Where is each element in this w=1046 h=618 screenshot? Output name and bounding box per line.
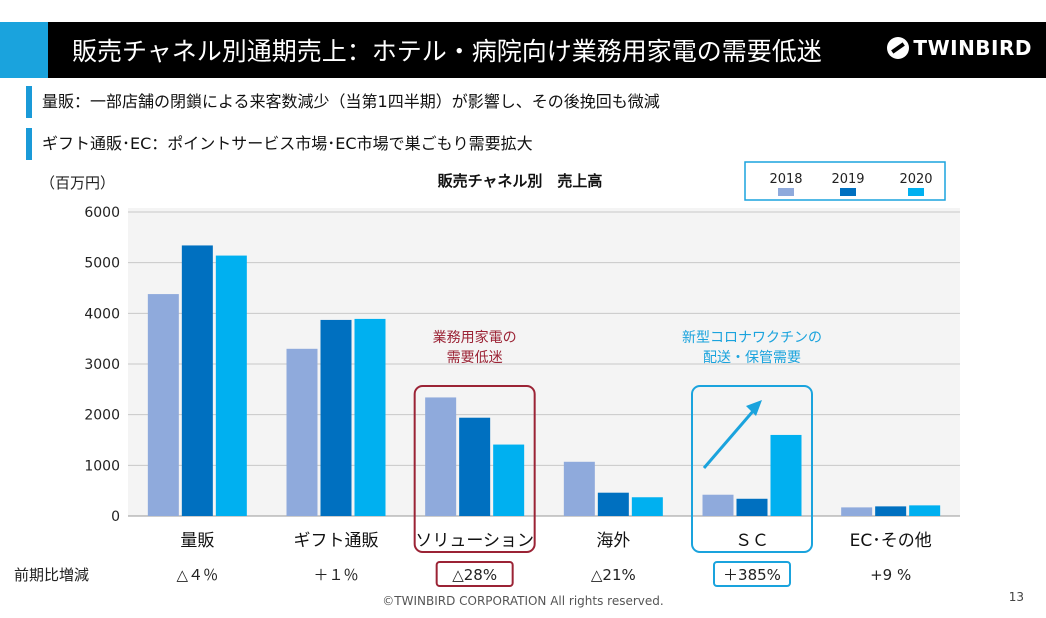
y-tick-label: 4000 [84, 306, 120, 322]
x-tick-label: ＳＣ [735, 531, 769, 551]
bar-2020-1 [354, 318, 386, 516]
annotation-text: 配送・保管需要 [703, 350, 801, 366]
x-tick-label: EC･その他 [850, 531, 932, 551]
change-value: △４％ [177, 566, 219, 584]
copyright: ©TWINBIRD CORPORATION All rights reserve… [382, 594, 664, 608]
growth-arrow-shaft [702, 409, 756, 469]
x-tick-label: ソリューション [415, 531, 534, 551]
x-tick-label: 量販 [180, 531, 214, 551]
annotation-text: 業務用家電の [433, 329, 517, 346]
legend-swatch-2019 [840, 188, 856, 196]
bar-2020-4 [770, 434, 802, 516]
legend-swatch-2020 [908, 188, 924, 196]
page-number: 13 [1008, 590, 1024, 604]
change-value: △21% [591, 566, 636, 584]
highlight-box-1 [691, 385, 813, 553]
title-accent [0, 22, 48, 78]
bullet-mass-retail: 量販：一部店舗の閉鎖による来客数減少（当第1四半期）が影響し、その後挽回も微減 [26, 86, 660, 118]
legend-label-2020: 2020 [899, 172, 932, 187]
y-tick-label: 1000 [84, 458, 120, 474]
bar-2020-5 [909, 505, 941, 516]
y-tick-label: 5000 [84, 256, 120, 272]
y-tick-label: 3000 [84, 357, 120, 373]
annotation-text: 需要低迷 [447, 350, 503, 366]
y-tick-label: 0 [111, 509, 120, 525]
x-tick-label: 海外 [596, 531, 630, 551]
bullet-gift-ec: ギフト通販･EC：ポイントサービス市場･EC市場で巣ごもり需要拡大 [26, 128, 533, 160]
bar-2018-3 [563, 461, 595, 516]
y-tick-label: 2000 [84, 408, 120, 424]
legend-label-2019: 2019 [831, 172, 864, 187]
chart-title: 販売チャネル別 売上高 [438, 172, 603, 190]
logo-icon [887, 37, 910, 59]
bar-2020-3 [631, 497, 663, 516]
logo-text: TWINBIRD [913, 36, 1032, 60]
bar-2019-2 [459, 417, 491, 516]
y-axis-label: （百万円） [40, 174, 115, 192]
plot-area [128, 208, 960, 516]
legend-label-2018: 2018 [769, 172, 802, 187]
highlight-box-0 [413, 385, 536, 553]
y-tick-label: 6000 [84, 205, 120, 221]
change-highlight-0 [435, 561, 514, 587]
bar-2018-1 [286, 348, 318, 516]
title-bar: 販売チャネル別通期売上：ホテル・病院向け業務用家電の需要低迷 TWINBIRD [0, 22, 1046, 78]
bar-2019-0 [181, 245, 213, 516]
bar-2018-4 [702, 494, 734, 516]
change-highlight-1 [713, 561, 791, 587]
bar-2018-0 [147, 294, 179, 516]
annotation-text: 新型コロナワクチンの [682, 330, 822, 346]
change-value: ＋385% [723, 566, 781, 584]
bar-2018-5 [841, 507, 873, 516]
change-value: △28% [452, 566, 497, 584]
change-value: ＋１％ [313, 566, 358, 584]
change-row-label: 前期比増減 [14, 566, 89, 584]
bar-2019-5 [875, 506, 907, 516]
legend-swatch-2018 [778, 188, 794, 196]
bar-2020-2 [493, 444, 525, 516]
x-tick-label: ギフト通販 [294, 531, 379, 551]
growth-arrow-head [746, 400, 762, 416]
bar-2019-4 [736, 498, 768, 516]
logo: TWINBIRD [887, 36, 1032, 60]
bar-2020-0 [215, 255, 247, 516]
bar-2018-2 [425, 397, 457, 516]
change-value: +9 % [870, 566, 911, 584]
bar-2019-3 [597, 492, 629, 516]
page-title: 販売チャネル別通期売上：ホテル・病院向け業務用家電の需要低迷 [72, 37, 822, 66]
bar-2019-1 [320, 319, 352, 516]
